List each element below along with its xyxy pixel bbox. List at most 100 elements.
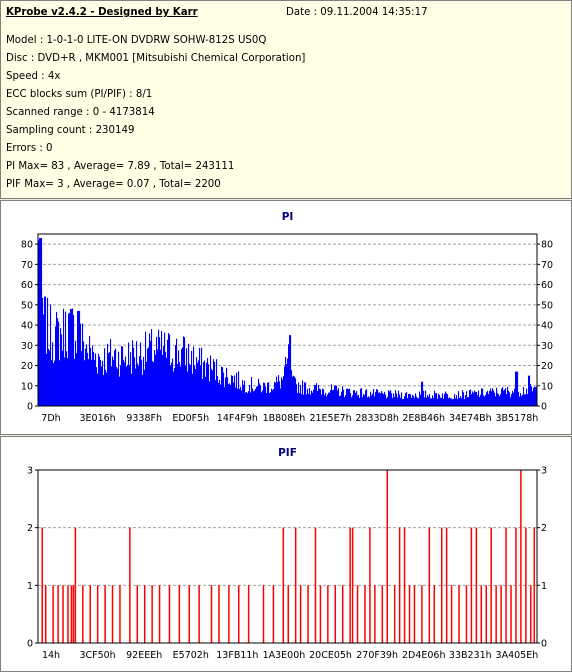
pi-bar bbox=[102, 360, 104, 406]
pi-bar bbox=[70, 308, 72, 406]
pi-bar bbox=[359, 397, 361, 406]
pi-bar bbox=[89, 336, 91, 406]
pi-bar bbox=[403, 398, 405, 406]
pi-bar bbox=[339, 396, 341, 406]
pi-bar bbox=[189, 363, 191, 406]
pi-bar bbox=[525, 394, 527, 406]
pif-bar bbox=[381, 585, 384, 643]
pi-bar bbox=[371, 395, 373, 406]
pi-bar bbox=[208, 364, 210, 406]
pi-bar bbox=[318, 384, 320, 406]
pi-bar bbox=[474, 390, 476, 406]
pi-bar bbox=[378, 392, 380, 406]
pi-bar bbox=[235, 387, 237, 406]
pi-bar bbox=[337, 390, 339, 406]
pif-bar bbox=[505, 527, 507, 643]
pi-bar bbox=[514, 388, 516, 406]
pi-bar bbox=[211, 368, 213, 406]
pi-bar bbox=[405, 393, 407, 406]
pi-bar bbox=[483, 395, 485, 406]
pi-bar bbox=[72, 308, 74, 406]
pi-bar bbox=[261, 392, 263, 406]
pif-xtick-label: 3A405Eh bbox=[496, 650, 539, 661]
pif-bar bbox=[369, 527, 371, 643]
pi-bar bbox=[395, 390, 397, 406]
pi-bar bbox=[288, 344, 290, 406]
pi-bar bbox=[315, 385, 317, 406]
pi-bar bbox=[285, 356, 287, 406]
pi-bar bbox=[394, 396, 396, 406]
pif-bar bbox=[82, 585, 84, 643]
pi-xtick-label: 3B5178h bbox=[496, 413, 539, 424]
pi-bar bbox=[127, 364, 129, 406]
pif-bar bbox=[111, 585, 114, 643]
pi-bar bbox=[355, 392, 357, 406]
pi-bar bbox=[87, 352, 89, 406]
pif-bar bbox=[294, 527, 297, 643]
pi-bar bbox=[388, 390, 390, 406]
pi-bar bbox=[92, 345, 94, 406]
pi-bar bbox=[183, 336, 185, 406]
pi-bar bbox=[62, 350, 64, 406]
scan-date: Date : 09.11.2004 14:35:17 bbox=[286, 7, 428, 18]
pi-ytick-right: 50 bbox=[541, 300, 553, 311]
pi-bar bbox=[279, 381, 281, 406]
pi-bar bbox=[255, 388, 257, 406]
pi-bar bbox=[386, 398, 388, 406]
pi-bar bbox=[44, 296, 46, 406]
info-speed: Speed : 4x bbox=[6, 71, 61, 82]
pi-bar bbox=[130, 352, 132, 406]
pi-bar bbox=[153, 362, 155, 406]
pi-bar bbox=[239, 388, 241, 406]
pif-ytick-right: 2 bbox=[541, 523, 547, 534]
pi-bar bbox=[303, 394, 305, 406]
pif-bar bbox=[485, 585, 487, 643]
pif-bar bbox=[62, 585, 64, 643]
pif-bar bbox=[72, 585, 75, 643]
pi-bar bbox=[213, 359, 215, 406]
pi-ytick-right: 60 bbox=[541, 280, 553, 291]
pi-bar bbox=[328, 392, 330, 406]
pi-bar bbox=[467, 397, 469, 406]
pi-bar bbox=[187, 371, 189, 406]
pi-bar bbox=[449, 397, 451, 406]
pi-bar bbox=[323, 389, 325, 406]
pi-bar bbox=[419, 391, 421, 406]
pi-bar bbox=[402, 398, 404, 406]
pi-bar bbox=[454, 394, 456, 406]
pif-bar bbox=[515, 527, 517, 643]
pi-xtick-label: 21E5E7h bbox=[309, 413, 351, 424]
pi-bar bbox=[446, 393, 448, 406]
pi-bar bbox=[436, 393, 438, 406]
pi-bar bbox=[329, 392, 331, 406]
pi-bar bbox=[194, 365, 196, 406]
pi-bar bbox=[504, 389, 506, 406]
pi-bar bbox=[163, 346, 165, 406]
pif-bar bbox=[136, 585, 139, 643]
pi-bar bbox=[221, 366, 223, 406]
pi-bar bbox=[343, 389, 345, 406]
pi-bar bbox=[535, 387, 537, 406]
pi-bar bbox=[281, 377, 283, 406]
pi-bar bbox=[502, 387, 504, 406]
pif-bar bbox=[129, 527, 131, 643]
pi-bar bbox=[245, 392, 247, 406]
pi-bar bbox=[159, 337, 161, 406]
pi-bar bbox=[108, 353, 110, 406]
pi-bar bbox=[499, 396, 501, 406]
pi-bar bbox=[462, 390, 464, 406]
pi-bar bbox=[497, 393, 499, 406]
pif-bar bbox=[96, 585, 99, 643]
pi-bar bbox=[243, 384, 245, 406]
pif-bar bbox=[510, 585, 512, 643]
pi-bar bbox=[332, 390, 334, 406]
pi-bar bbox=[527, 394, 529, 406]
pif-bar bbox=[334, 585, 337, 643]
pi-bar bbox=[310, 394, 312, 406]
pi-bar bbox=[154, 350, 156, 406]
pif-bar bbox=[262, 585, 265, 643]
pi-bar bbox=[124, 362, 126, 406]
pi-bar bbox=[184, 337, 186, 406]
pi-bar bbox=[197, 362, 199, 406]
pi-bar bbox=[247, 393, 249, 406]
